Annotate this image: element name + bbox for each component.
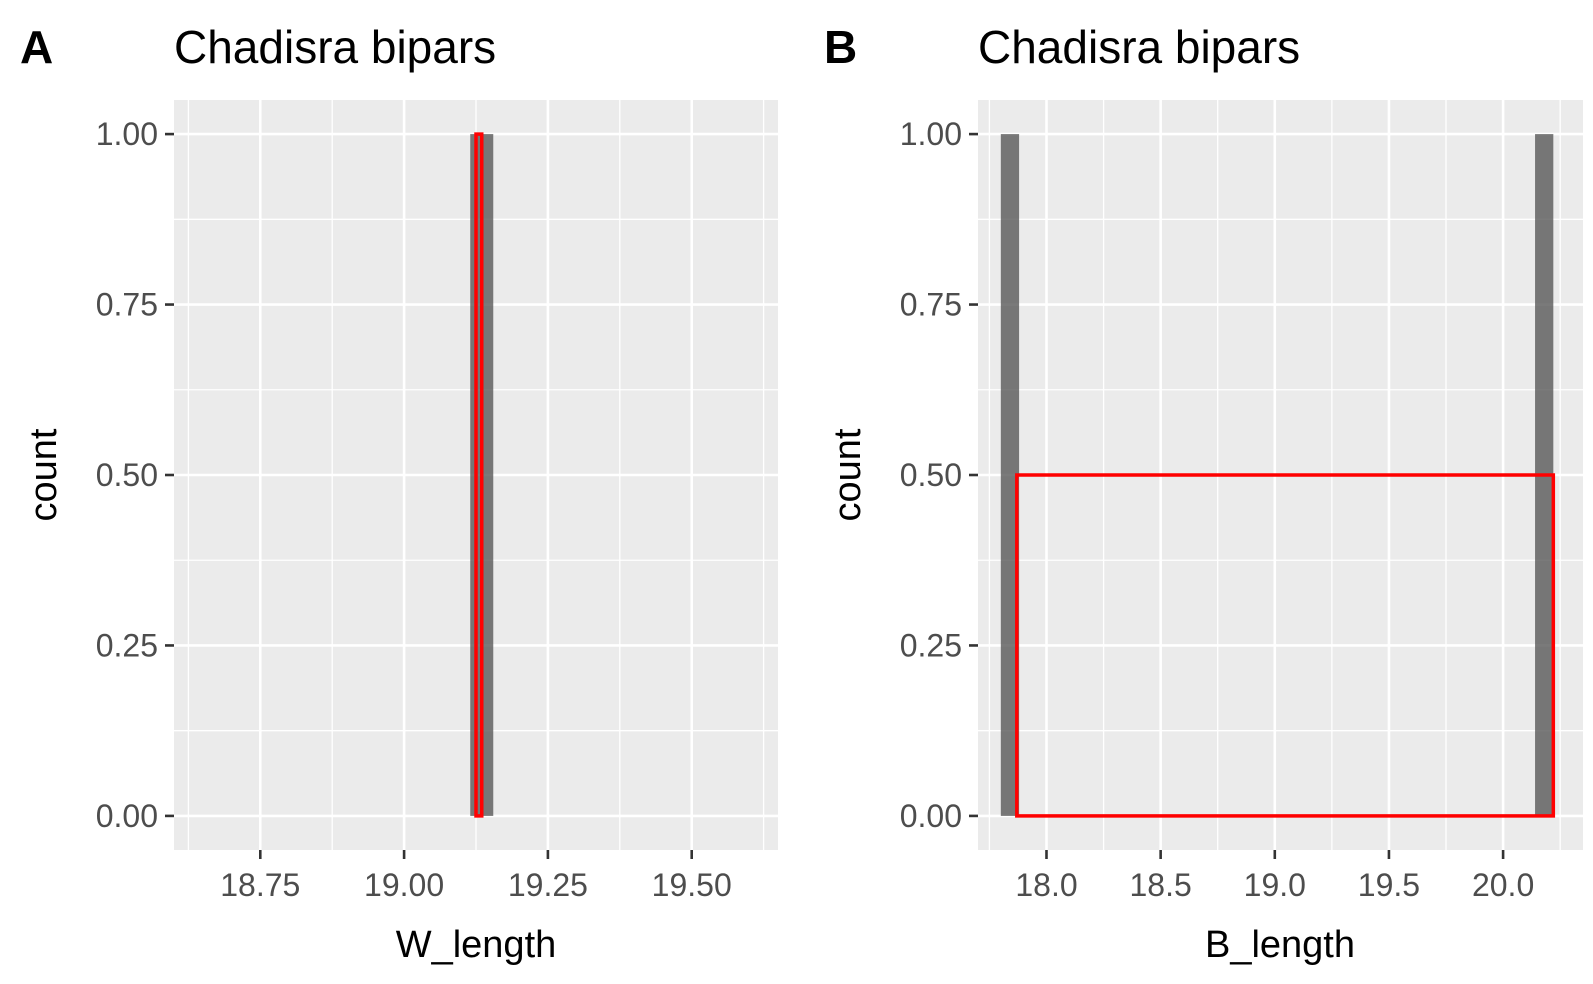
red-outline-bar <box>1015 473 1556 818</box>
panel-b-axes: 18.0 18.5 19.0 19.5 20.0 0.00 0.25 0.50 0.75 1.00 <box>900 116 1535 903</box>
y-tick-label: 0.25 <box>96 627 158 663</box>
y-tick-label: 0.00 <box>900 798 962 834</box>
panel-a-tag: A <box>20 21 53 73</box>
y-tick-label: 0.75 <box>96 287 158 323</box>
x-tick-label: 18.5 <box>1130 867 1192 903</box>
y-tick-label: 0.25 <box>900 627 962 663</box>
y-tick-label: 0.50 <box>96 457 158 493</box>
panel-a-axes: 18.75 19.00 19.25 19.50 0.00 0.25 0.50 0.75 1.00 <box>96 116 732 903</box>
panel-b-tag: B <box>824 21 857 73</box>
red-outline-bar <box>474 132 484 818</box>
y-tick-label: 0.00 <box>96 798 158 834</box>
x-tick-label: 19.25 <box>508 867 588 903</box>
panel-b-marks <box>1000 134 1556 818</box>
x-tick-label: 19.0 <box>1244 867 1306 903</box>
y-tick-label: 0.50 <box>900 457 962 493</box>
y-tick-label: 1.00 <box>96 116 158 152</box>
x-tick-label: 18.75 <box>220 867 300 903</box>
panel-a: A Chadisra bipars 18.75 19.00 19.25 19.50 0.… <box>20 21 778 966</box>
panel-b: B Chadisra bipars 18.0 18.5 19.0 19.5 20.0 0.… <box>824 21 1583 966</box>
y-tick-label: 0.75 <box>900 287 962 323</box>
x-tick-label: 19.50 <box>652 867 732 903</box>
panel-b-y-axis-title: count <box>827 428 869 521</box>
panel-b-title: Chadisra bipars <box>978 21 1300 73</box>
x-tick-label: 19.00 <box>364 867 444 903</box>
histogram-bar <box>1000 134 1020 816</box>
x-tick-label: 18.0 <box>1015 867 1077 903</box>
x-tick-label: 20.0 <box>1472 867 1534 903</box>
x-tick-label: 19.5 <box>1358 867 1420 903</box>
panel-a-marks <box>470 132 494 818</box>
panel-a-y-axis-title: count <box>23 428 65 521</box>
y-tick-label: 1.00 <box>900 116 962 152</box>
panel-a-title: Chadisra bipars <box>174 21 496 73</box>
panel-a-x-axis-title: W_length <box>396 924 557 966</box>
panel-b-x-axis-title: B_length <box>1205 924 1355 966</box>
